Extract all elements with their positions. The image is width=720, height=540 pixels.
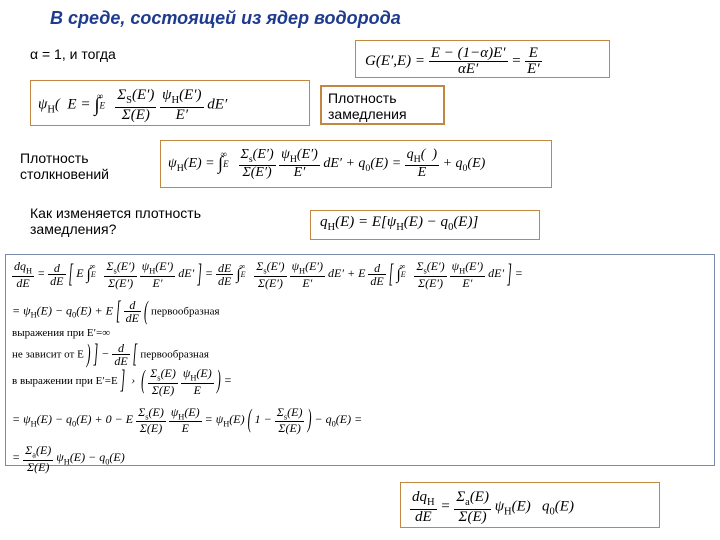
antiderivative-note-2b: в выражении при E′=E xyxy=(12,375,118,387)
slide-title: В среде, состоящей из ядер водорода xyxy=(50,8,401,29)
qH-formula: qH(E) = E[ψH(E) − q0(E)] xyxy=(320,214,478,233)
alpha-note: α = 1, и тогда xyxy=(30,46,116,62)
final-result-formula: dqHdE = Σa(E)Σ(E) ψH(E) q0(E) xyxy=(410,490,574,525)
question-label: Как изменяется плотность замедления? xyxy=(30,205,201,237)
slide: В среде, состоящей из ядер водорода α = … xyxy=(0,0,720,540)
antiderivative-note-2a: первообразная xyxy=(140,348,209,360)
derivation-content: dqHdE = ddE [ E ∫E∞ Σs(E′)Σ(E′) ψH(E′)E′… xyxy=(12,260,708,473)
G-formula: G(E′,E) = E − (1−α)E′αE′ = EE′ xyxy=(365,46,542,77)
collision-psiH-formula: ψH(E) = ∫E∞ Σs(E′)Σ(E′) ψH(E′)E′ dE′ + q… xyxy=(168,148,485,180)
antiderivative-note-1c: не зависит от E xyxy=(12,348,84,360)
slowing-down-density-label: Плотность замедления xyxy=(328,90,407,122)
psiH-formula: ψH( E = ∫E∞ ΣS(E′)Σ(E) ψH(E′)E′ dE′ xyxy=(38,88,227,123)
collision-density-label: Плотность столкновений xyxy=(20,150,109,182)
antiderivative-note-1a: первообразная xyxy=(151,305,220,317)
